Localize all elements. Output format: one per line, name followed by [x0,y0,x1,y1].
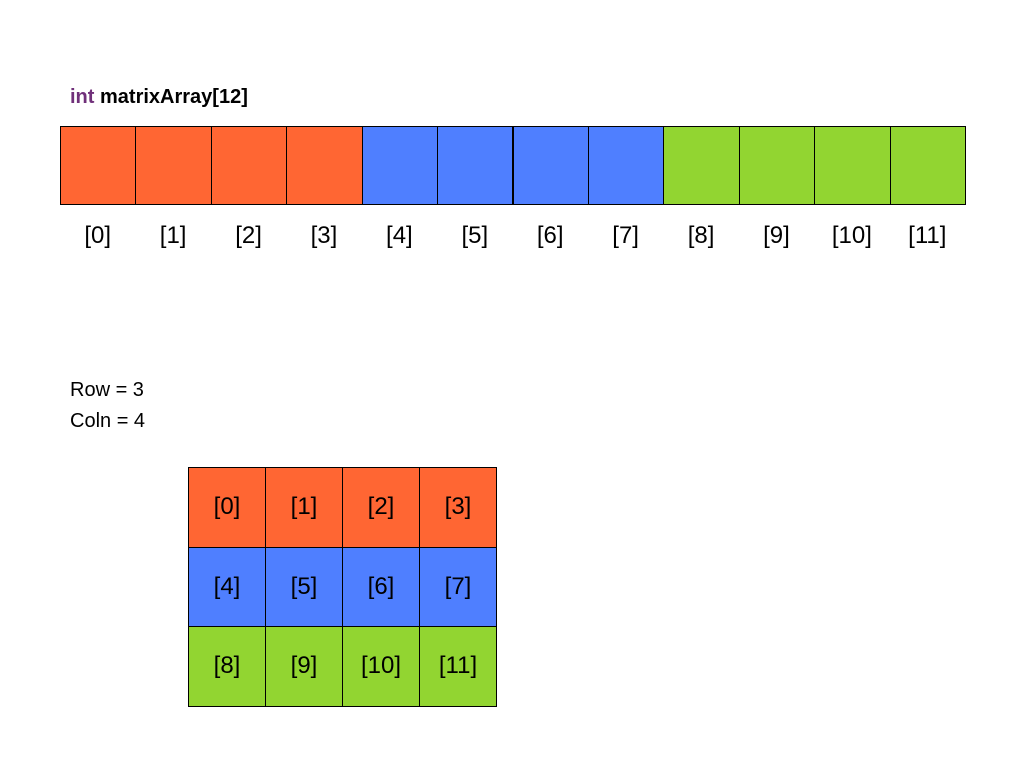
matrix-cell: [6] [342,546,420,627]
index-label: [7] [612,222,639,249]
matrix-cell: [10] [342,626,420,707]
array-cell [361,126,439,205]
index-label: [9] [763,222,790,249]
matrix-cell: [0] [188,467,266,548]
matrix-cell: [8] [188,626,266,707]
array-cell [286,126,363,205]
index-label: [6] [536,222,564,249]
array-cell [738,126,816,205]
index-label: [4] [386,222,413,249]
index-label: [8] [687,222,715,249]
matrix-cell: [4] [188,546,266,627]
index-label: [3] [310,222,338,249]
array-cell [889,126,966,205]
index-label: [5] [461,222,489,249]
array-name: matrixArray[12] [100,86,248,108]
matrix-cell: [7] [419,546,497,627]
index-label: [1] [159,222,187,249]
matrix-cell: [1] [265,467,343,548]
index-label: [2] [235,222,262,249]
array-cell [663,126,740,205]
matrix-cell: [5] [265,546,343,627]
row-count: Row = 3 [70,379,144,401]
column-count: Coln = 4 [70,410,146,432]
matrix-cell: [9] [265,626,343,707]
array-cell [437,126,514,205]
array-cell [210,126,288,205]
index-label: [10] [831,222,872,249]
array-cell [587,126,665,205]
matrix-cell: [11] [419,626,497,707]
declaration: int matrixArray[12] [70,86,248,109]
array-cell [512,126,589,205]
array-cell [135,126,212,205]
matrix-cell: [3] [419,467,497,548]
index-label: [11] [908,222,947,249]
index-label: [0] [84,222,112,249]
array-cell [60,126,137,205]
array-cell [814,126,891,205]
matrix-cell: [2] [342,467,420,548]
type-keyword: int [70,86,95,108]
